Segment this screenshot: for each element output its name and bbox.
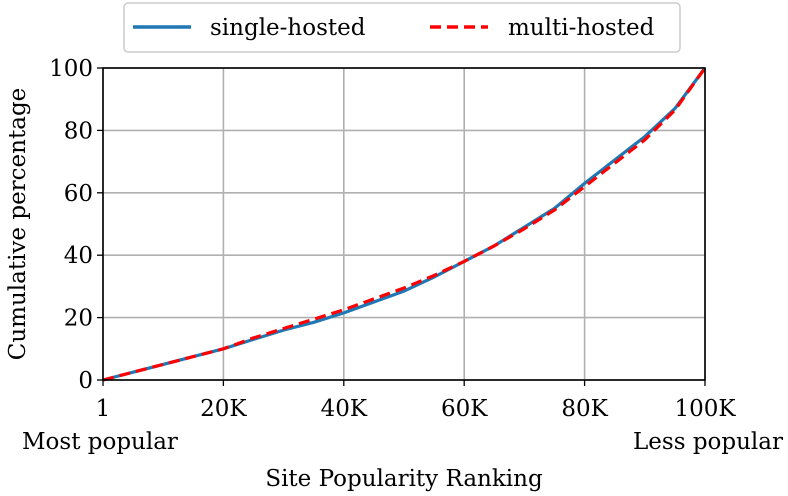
legend: single-hosted multi-hosted: [123, 2, 681, 53]
plot-frame: [102, 67, 706, 381]
legend-label-single-hosted: single-hosted: [210, 15, 366, 41]
legend-label-multi-hosted: multi-hosted: [508, 15, 655, 41]
series-layer: [102, 67, 707, 382]
y-tick-label: 100: [49, 56, 93, 82]
ticks: 1 20K 40K 60K 80K 100K 0 20 40 60 80 100: [49, 56, 736, 422]
x-annotation-most-popular: Most popular: [22, 429, 178, 455]
grid: [102, 67, 706, 381]
x-axis-label: Site Popularity Ranking: [265, 466, 543, 492]
y-tick-label: 0: [78, 368, 93, 394]
legend-box: [123, 2, 681, 53]
x-tick-label: 40K: [321, 396, 368, 422]
x-tick-label: 1: [96, 396, 111, 422]
x-tick-label: 20K: [200, 396, 247, 422]
y-tick-label: 80: [64, 118, 93, 144]
x-annotation-less-popular: Less popular: [633, 429, 783, 455]
y-tick-label: 40: [64, 243, 93, 269]
x-tick-label: 60K: [441, 396, 488, 422]
y-tick-label: 20: [64, 306, 93, 332]
series-line-multi-hosted: [102, 67, 707, 382]
y-axis-label: Cumulative percentage: [5, 88, 31, 361]
x-tick-label: 80K: [561, 396, 608, 422]
x-tick-label: 100K: [674, 396, 736, 422]
y-tick-label: 60: [64, 181, 93, 207]
series-line-single-hosted: [102, 67, 707, 382]
